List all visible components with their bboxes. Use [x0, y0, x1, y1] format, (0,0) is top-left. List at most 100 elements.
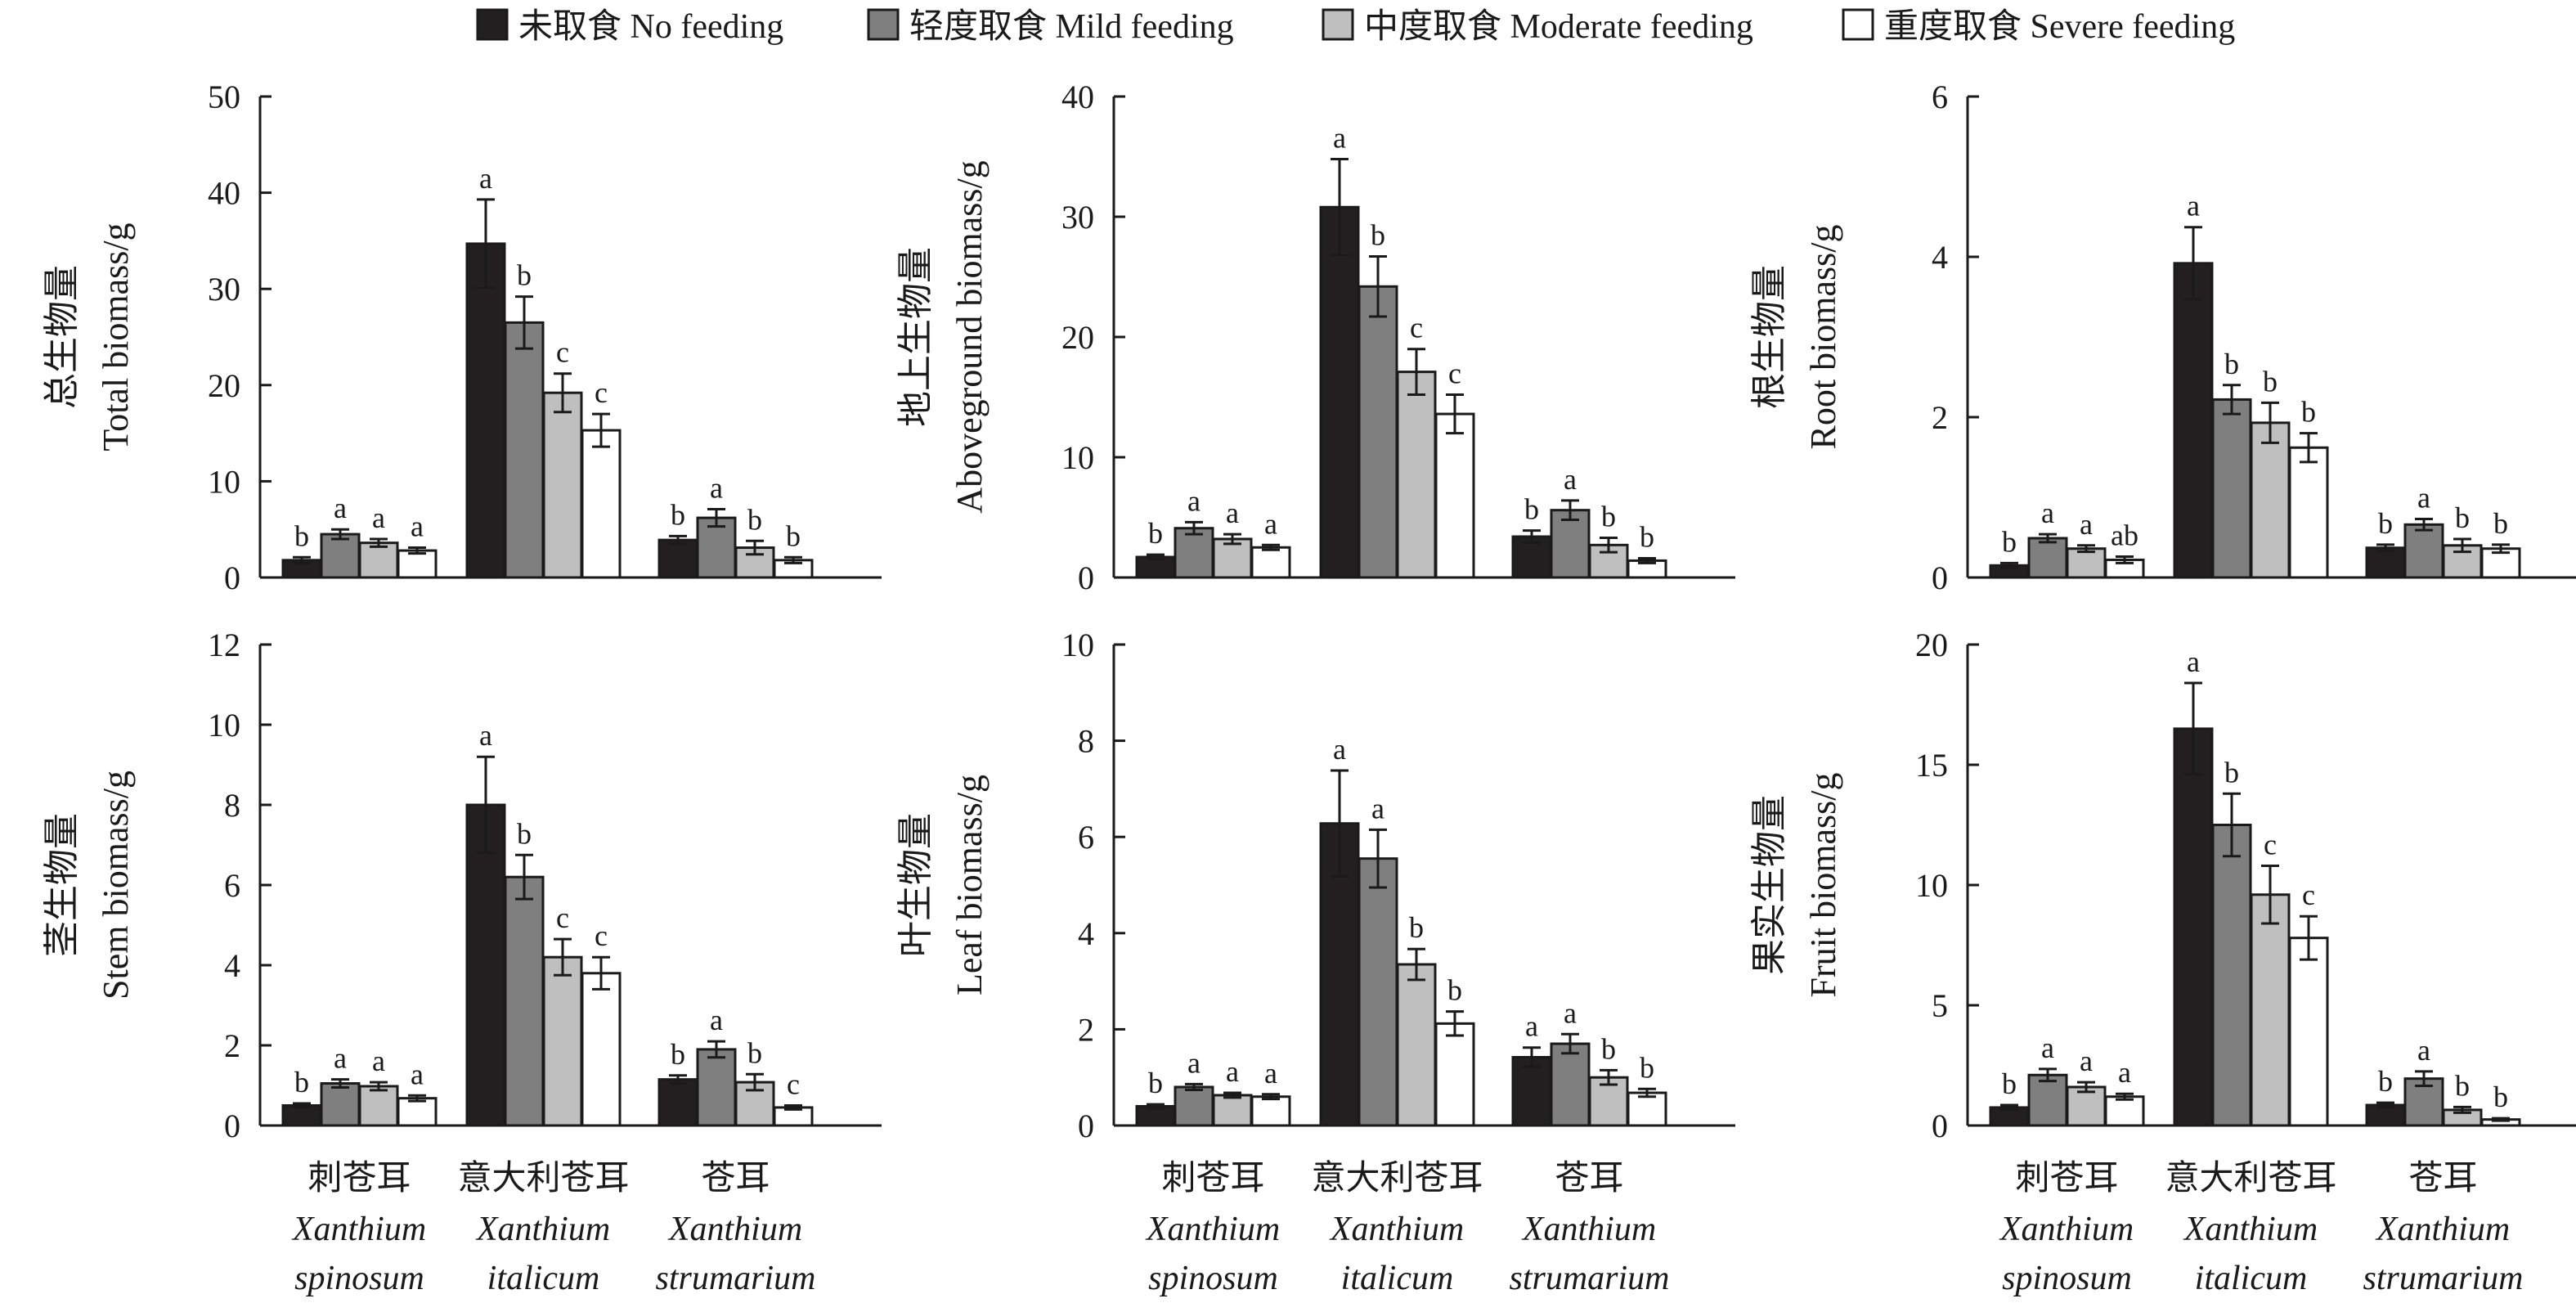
y-tick-label: 10	[1061, 439, 1094, 476]
legend-label: 轻度取食 Mild feeding	[909, 7, 1234, 46]
significance-label: b	[294, 519, 309, 552]
bar	[657, 1078, 698, 1127]
legend-label: 未取食 No feeding	[518, 7, 783, 46]
bar	[1358, 857, 1398, 1127]
significance-label: b	[294, 1066, 309, 1099]
significance-label: a	[1264, 1057, 1277, 1090]
y-tick-label: 2	[1078, 1011, 1094, 1048]
category-label-zh: 刺苍耳	[2015, 1160, 2118, 1197]
bar	[1550, 1042, 1591, 1127]
significance-label: a	[2187, 645, 2200, 678]
significance-label: a	[1564, 996, 1577, 1029]
significance-label: a	[1333, 121, 1346, 154]
category-label-epithet: italicum	[487, 1260, 600, 1297]
y-tick-label: 5	[1932, 987, 1948, 1024]
legend-swatch	[1322, 8, 1354, 41]
category-label-zh: 刺苍耳	[307, 1160, 411, 1197]
y-tick-label: 0	[224, 559, 240, 596]
bar	[2027, 537, 2068, 579]
significance-label: b	[2493, 507, 2508, 540]
y-tick-label: 30	[1061, 199, 1094, 236]
bar	[2173, 727, 2214, 1127]
bar	[1396, 963, 1437, 1127]
significance-label: b	[2455, 501, 2470, 534]
bar	[320, 532, 361, 579]
significance-label: c	[556, 901, 569, 934]
bar	[504, 321, 545, 579]
significance-label: b	[786, 519, 801, 552]
y-tick-label: 0	[1078, 559, 1094, 596]
category-label-genus: Xanthium	[2375, 1211, 2510, 1248]
y-tick-label: 40	[1061, 79, 1094, 115]
significance-label: b	[671, 1038, 685, 1071]
y-axis-title-en: Total biomass/g	[96, 222, 136, 451]
bar	[465, 242, 506, 579]
y-axis-title-zh: 果实生物量	[1749, 795, 1789, 975]
category-label-genus: Xanthium	[1329, 1211, 1464, 1248]
y-axis-title-zh: 茎生物量	[42, 813, 82, 957]
y-axis-title-zh: 叶生物量	[895, 813, 936, 957]
significance-label: c	[2302, 878, 2315, 911]
legend-swatch	[867, 8, 900, 41]
bar	[2365, 546, 2406, 579]
y-tick-label: 0	[1932, 1108, 1948, 1144]
bar	[465, 803, 506, 1127]
category-label-epithet: strumarium	[655, 1260, 815, 1297]
significance-label: a	[2080, 1045, 2093, 1077]
bar	[1627, 1091, 1667, 1127]
significance-label: b	[2455, 1069, 2470, 1102]
y-tick-label: 0	[1078, 1108, 1094, 1144]
significance-label: c	[595, 919, 608, 952]
legend-swatch	[1842, 8, 1874, 41]
y-tick-label: 20	[208, 367, 240, 404]
significance-label: a	[1187, 484, 1200, 517]
significance-label: a	[1564, 463, 1577, 496]
significance-label: c	[1410, 312, 1423, 344]
significance-label: b	[2224, 756, 2239, 789]
bar	[1250, 1095, 1291, 1127]
y-tick-label: 6	[224, 867, 240, 904]
bar	[2250, 893, 2291, 1127]
category-label-genus: Xanthium	[1999, 1211, 2134, 1248]
bar	[1250, 546, 1291, 579]
category-label-epithet: italicum	[2195, 1260, 2308, 1297]
significance-label: a	[2118, 1056, 2131, 1089]
significance-label: b	[1148, 517, 1163, 550]
significance-label: b	[1601, 500, 1616, 532]
legend-label: 重度取食 Severe feeding	[1884, 7, 2235, 46]
significance-label: a	[2041, 1031, 2054, 1064]
y-tick-label: 30	[208, 271, 240, 308]
significance-label: b	[517, 817, 532, 850]
y-tick-label: 20	[1061, 319, 1094, 356]
category-label-genus: Xanthium	[1145, 1211, 1280, 1248]
y-tick-label: 4	[224, 947, 240, 984]
bar	[2403, 523, 2444, 579]
significance-label: b	[1409, 911, 1424, 944]
y-axis-title-zh: 根生物量	[1749, 265, 1789, 409]
y-tick-label: 0	[1932, 559, 1948, 596]
significance-label: b	[2002, 525, 2017, 558]
y-tick-label: 8	[1078, 723, 1094, 760]
category-label-zh: 苍耳	[701, 1160, 770, 1197]
significance-label: b	[1148, 1067, 1163, 1099]
y-tick-label: 40	[208, 175, 240, 212]
significance-label: b	[2002, 1067, 2017, 1100]
bar	[320, 1082, 361, 1127]
category-label-epithet: spinosum	[294, 1260, 424, 1297]
bar	[2173, 262, 2214, 579]
bar	[2211, 398, 2252, 579]
significance-label: a	[2417, 1034, 2430, 1067]
significance-label: a	[411, 510, 424, 543]
legend: 未取食 No feeding 轻度取食 Mild feeding 中度取食 Mode…	[476, 7, 2235, 46]
significance-label: a	[334, 492, 347, 524]
y-tick-label: 2	[1932, 399, 1948, 436]
significance-label: b	[1640, 520, 1654, 553]
significance-label: a	[1525, 1010, 1538, 1043]
significance-label: a	[710, 1004, 723, 1036]
bar	[2288, 446, 2329, 579]
y-tick-label: 15	[1915, 747, 1948, 784]
category-label-zh: 苍耳	[1555, 1160, 1623, 1197]
